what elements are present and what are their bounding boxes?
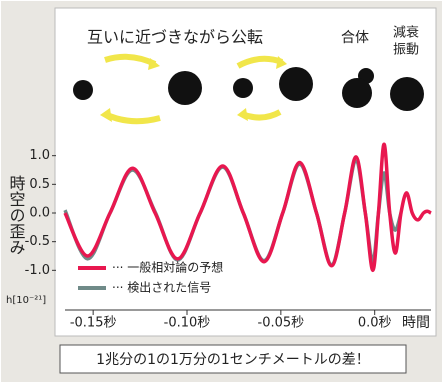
y-tick-label: 0.0	[29, 206, 50, 221]
x-tick-label: -0.10秒	[164, 316, 211, 331]
y-tick-label: -0.5	[25, 234, 50, 249]
y-unit: h[10⁻²¹]	[6, 295, 46, 306]
black-hole	[168, 71, 202, 105]
legend-label: ··· 検出された信号	[112, 281, 211, 295]
black-hole	[279, 67, 313, 101]
x-tick-label: -0.05秒	[258, 316, 305, 331]
black-hole	[390, 77, 424, 111]
y-tick-label: -1.0	[25, 263, 50, 278]
y-axis-label: 時空の歪み	[7, 175, 26, 255]
annotation: 減衰	[393, 25, 419, 41]
x-tick-label: -0.15秒	[70, 316, 117, 331]
annotation: 振動	[393, 43, 419, 58]
y-tick-label: 1.0	[29, 148, 50, 163]
x-axis-label: 時間	[402, 315, 430, 331]
annotation: 互いに近づきながら公転	[87, 28, 263, 47]
y-tick-label: 0.5	[29, 177, 50, 192]
caption: 1兆分の1の1万分の1センチメートルの差！	[96, 352, 370, 368]
annotation: 合体	[341, 30, 369, 46]
black-hole	[233, 78, 253, 98]
black-hole	[73, 80, 93, 100]
chart: 互いに近づきながら公転 合体 減衰 振動 時空の歪み h[10⁻²¹] 時間 1…	[0, 0, 443, 383]
black-hole	[342, 78, 372, 108]
page: 互いに近づきながら公転 合体 減衰 振動 時空の歪み h[10⁻²¹] 時間 1…	[0, 0, 443, 383]
x-tick-label: 0.0秒	[358, 316, 392, 331]
legend-label: ··· 一般相対論の予想	[112, 260, 223, 275]
